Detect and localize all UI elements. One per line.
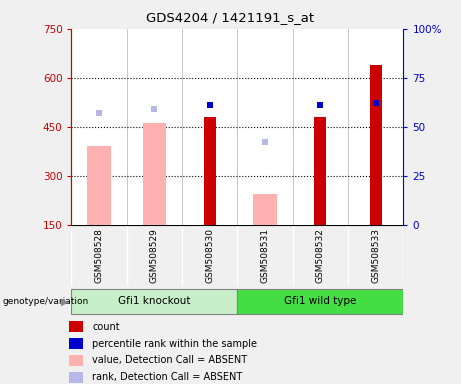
Bar (314, 117, 326, 225)
Bar (69, 338, 83, 349)
Bar (69, 321, 83, 333)
Text: GSM508532: GSM508532 (316, 228, 325, 283)
Text: rank, Detection Call = ABSENT: rank, Detection Call = ABSENT (92, 372, 242, 382)
Bar (370, 65, 382, 225)
Text: GDS4204 / 1421191_s_at: GDS4204 / 1421191_s_at (147, 12, 314, 25)
Text: GSM508528: GSM508528 (95, 228, 104, 283)
Bar (143, 124, 166, 225)
Text: GSM508533: GSM508533 (371, 228, 380, 283)
Text: GSM508529: GSM508529 (150, 228, 159, 283)
Text: ▶: ▶ (61, 296, 69, 306)
Bar (88, 146, 111, 225)
Bar (71, 288, 237, 314)
Text: GSM508530: GSM508530 (205, 228, 214, 283)
Text: genotype/variation: genotype/variation (2, 297, 89, 306)
Text: percentile rank within the sample: percentile rank within the sample (92, 339, 257, 349)
Text: value, Detection Call = ABSENT: value, Detection Call = ABSENT (92, 356, 247, 366)
Text: Gfi1 wild type: Gfi1 wild type (284, 296, 356, 306)
Bar (237, 288, 403, 314)
Bar (254, 194, 277, 225)
Text: count: count (92, 321, 120, 331)
Bar (204, 117, 216, 225)
Text: Gfi1 knockout: Gfi1 knockout (118, 296, 191, 306)
Bar (69, 372, 83, 383)
Text: GSM508531: GSM508531 (260, 228, 270, 283)
Bar (69, 355, 83, 366)
